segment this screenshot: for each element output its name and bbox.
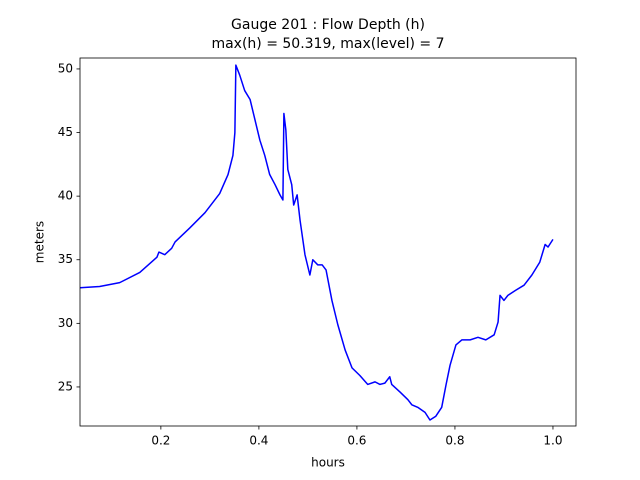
y-tick-label: 40 [58, 189, 73, 203]
chart-subtitle: max(h) = 50.319, max(level) = 7 [211, 36, 444, 52]
data-line [80, 64, 554, 421]
y-tick-label: 25 [58, 379, 73, 393]
y-axis-label: meters [33, 221, 47, 263]
plot-frame [79, 57, 577, 427]
x-tick-label: 1.0 [543, 434, 562, 448]
x-tick-label: 0.6 [347, 434, 366, 448]
chart-title: Gauge 201 : Flow Depth (h) [231, 17, 425, 33]
x-tick-label: 0.4 [249, 434, 268, 448]
x-tick-label: 0.2 [151, 434, 170, 448]
x-tick-label: 0.8 [445, 434, 464, 448]
x-axis-label: hours [311, 456, 345, 470]
y-tick-label: 50 [58, 61, 73, 75]
y-tick-label: 30 [58, 316, 73, 330]
y-tick-label: 45 [58, 125, 73, 139]
y-tick-label: 35 [58, 252, 73, 266]
